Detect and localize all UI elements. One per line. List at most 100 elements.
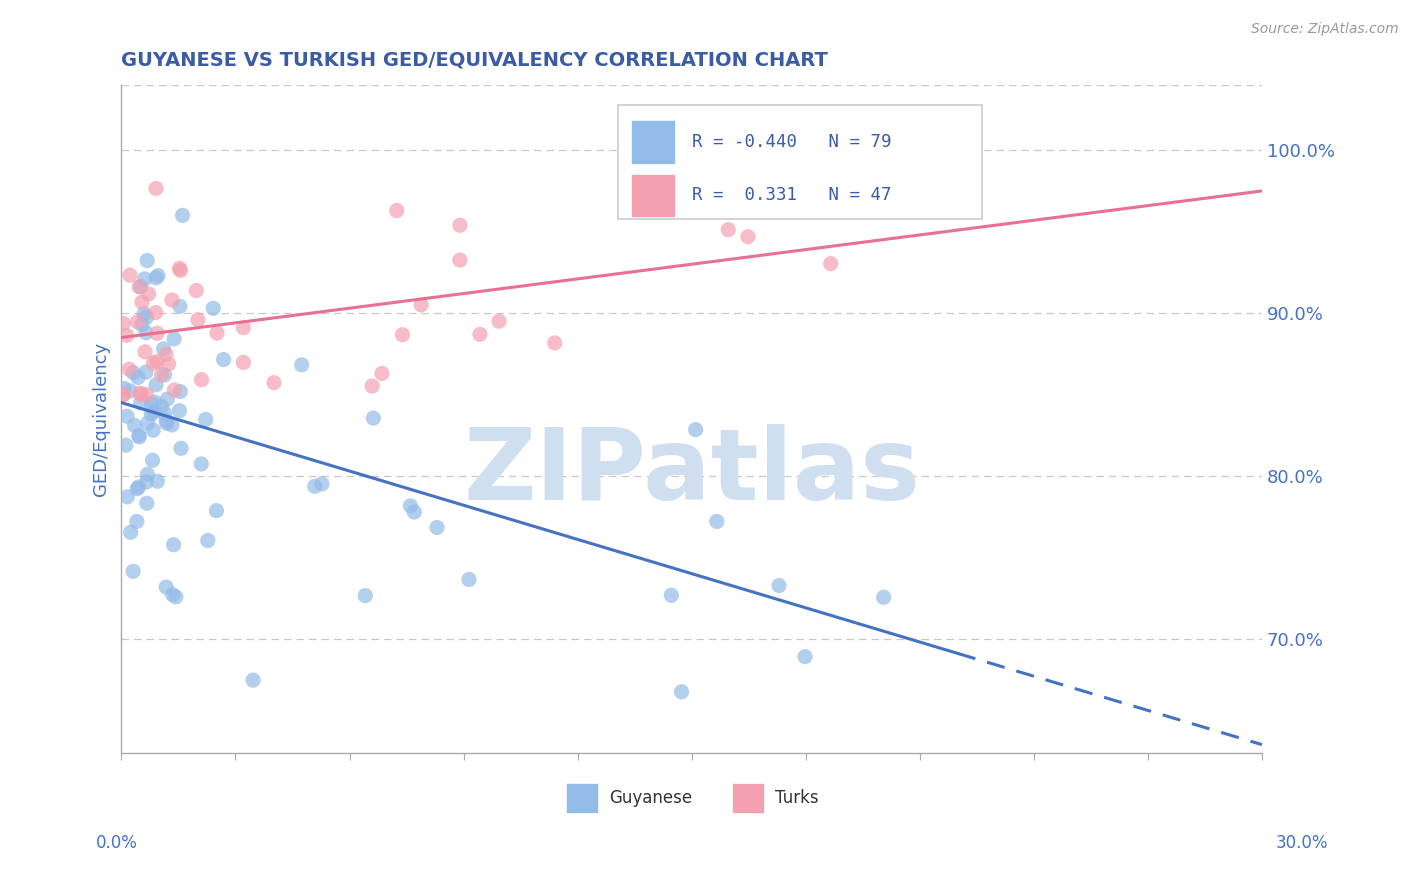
Point [162,588,184,602]
Point [127,315,149,329]
FancyBboxPatch shape [631,120,675,163]
Point [129,279,152,293]
Point [125,515,148,529]
Text: R =  0.331   N = 47: R = 0.331 N = 47 [692,186,891,204]
Point [163,332,186,346]
FancyBboxPatch shape [567,783,598,813]
Point [212,352,235,367]
Point [122,564,145,578]
Point [112,317,135,331]
Point [404,505,426,519]
Point [145,181,167,195]
Point [411,298,433,312]
Point [128,280,150,294]
Point [169,403,191,417]
Point [128,386,150,401]
Point [202,301,225,316]
Point [136,416,159,430]
Point [458,573,481,587]
Point [169,384,191,399]
Point [124,418,146,433]
Point [127,370,149,384]
Point [135,475,157,489]
Point [120,525,142,540]
Point [169,263,191,277]
Point [706,515,728,529]
Point [134,307,156,321]
Point [135,326,157,340]
Point [794,649,817,664]
Point [363,411,385,425]
Point [152,342,174,356]
Point [157,357,180,371]
Point [129,396,152,410]
Point [671,685,693,699]
Point [872,591,894,605]
Point [659,588,682,602]
Point [131,387,153,401]
Point [385,203,408,218]
Point [155,347,177,361]
Point [135,310,157,324]
Point [128,430,150,444]
Text: Guyanese: Guyanese [610,789,693,807]
FancyBboxPatch shape [617,105,983,219]
Text: 30.0%: 30.0% [1277,834,1329,852]
Point [128,480,150,494]
Point [143,404,166,418]
Point [150,400,173,414]
Point [142,356,165,370]
Point [205,326,228,340]
Point [162,538,184,552]
Point [145,305,167,319]
Point [190,373,212,387]
Point [883,185,905,199]
Point [544,335,567,350]
Point [263,376,285,390]
Point [112,381,135,395]
Point [170,442,193,456]
Y-axis label: GED/Equivalency: GED/Equivalency [93,342,110,496]
Point [468,327,491,342]
Point [426,520,449,534]
Point [155,414,177,428]
Point [142,423,165,437]
Text: 0.0%: 0.0% [96,834,138,852]
Point [488,314,510,328]
Point [156,392,179,406]
Point [169,299,191,313]
Point [232,355,254,369]
Point [143,395,166,409]
Point [128,428,150,442]
Point [112,387,135,401]
Point [115,409,138,424]
FancyBboxPatch shape [731,783,763,813]
Point [135,387,157,401]
Point [122,366,145,380]
Point [118,362,141,376]
Point [146,268,169,283]
Text: Turks: Turks [775,789,818,807]
Point [449,218,471,232]
Point [165,590,187,604]
Point [118,268,141,283]
Point [205,503,228,517]
Point [145,270,167,285]
Point [131,318,153,332]
Point [187,313,209,327]
Point [186,284,208,298]
Point [134,272,156,286]
Point [737,229,759,244]
Point [197,533,219,548]
Point [146,326,169,341]
Point [304,479,326,493]
Point [115,438,138,452]
Point [399,499,422,513]
Point [194,412,217,426]
Point [820,257,842,271]
Point [391,327,413,342]
Point [155,580,177,594]
Point [172,208,194,222]
Point [135,496,157,510]
Point [160,293,183,307]
